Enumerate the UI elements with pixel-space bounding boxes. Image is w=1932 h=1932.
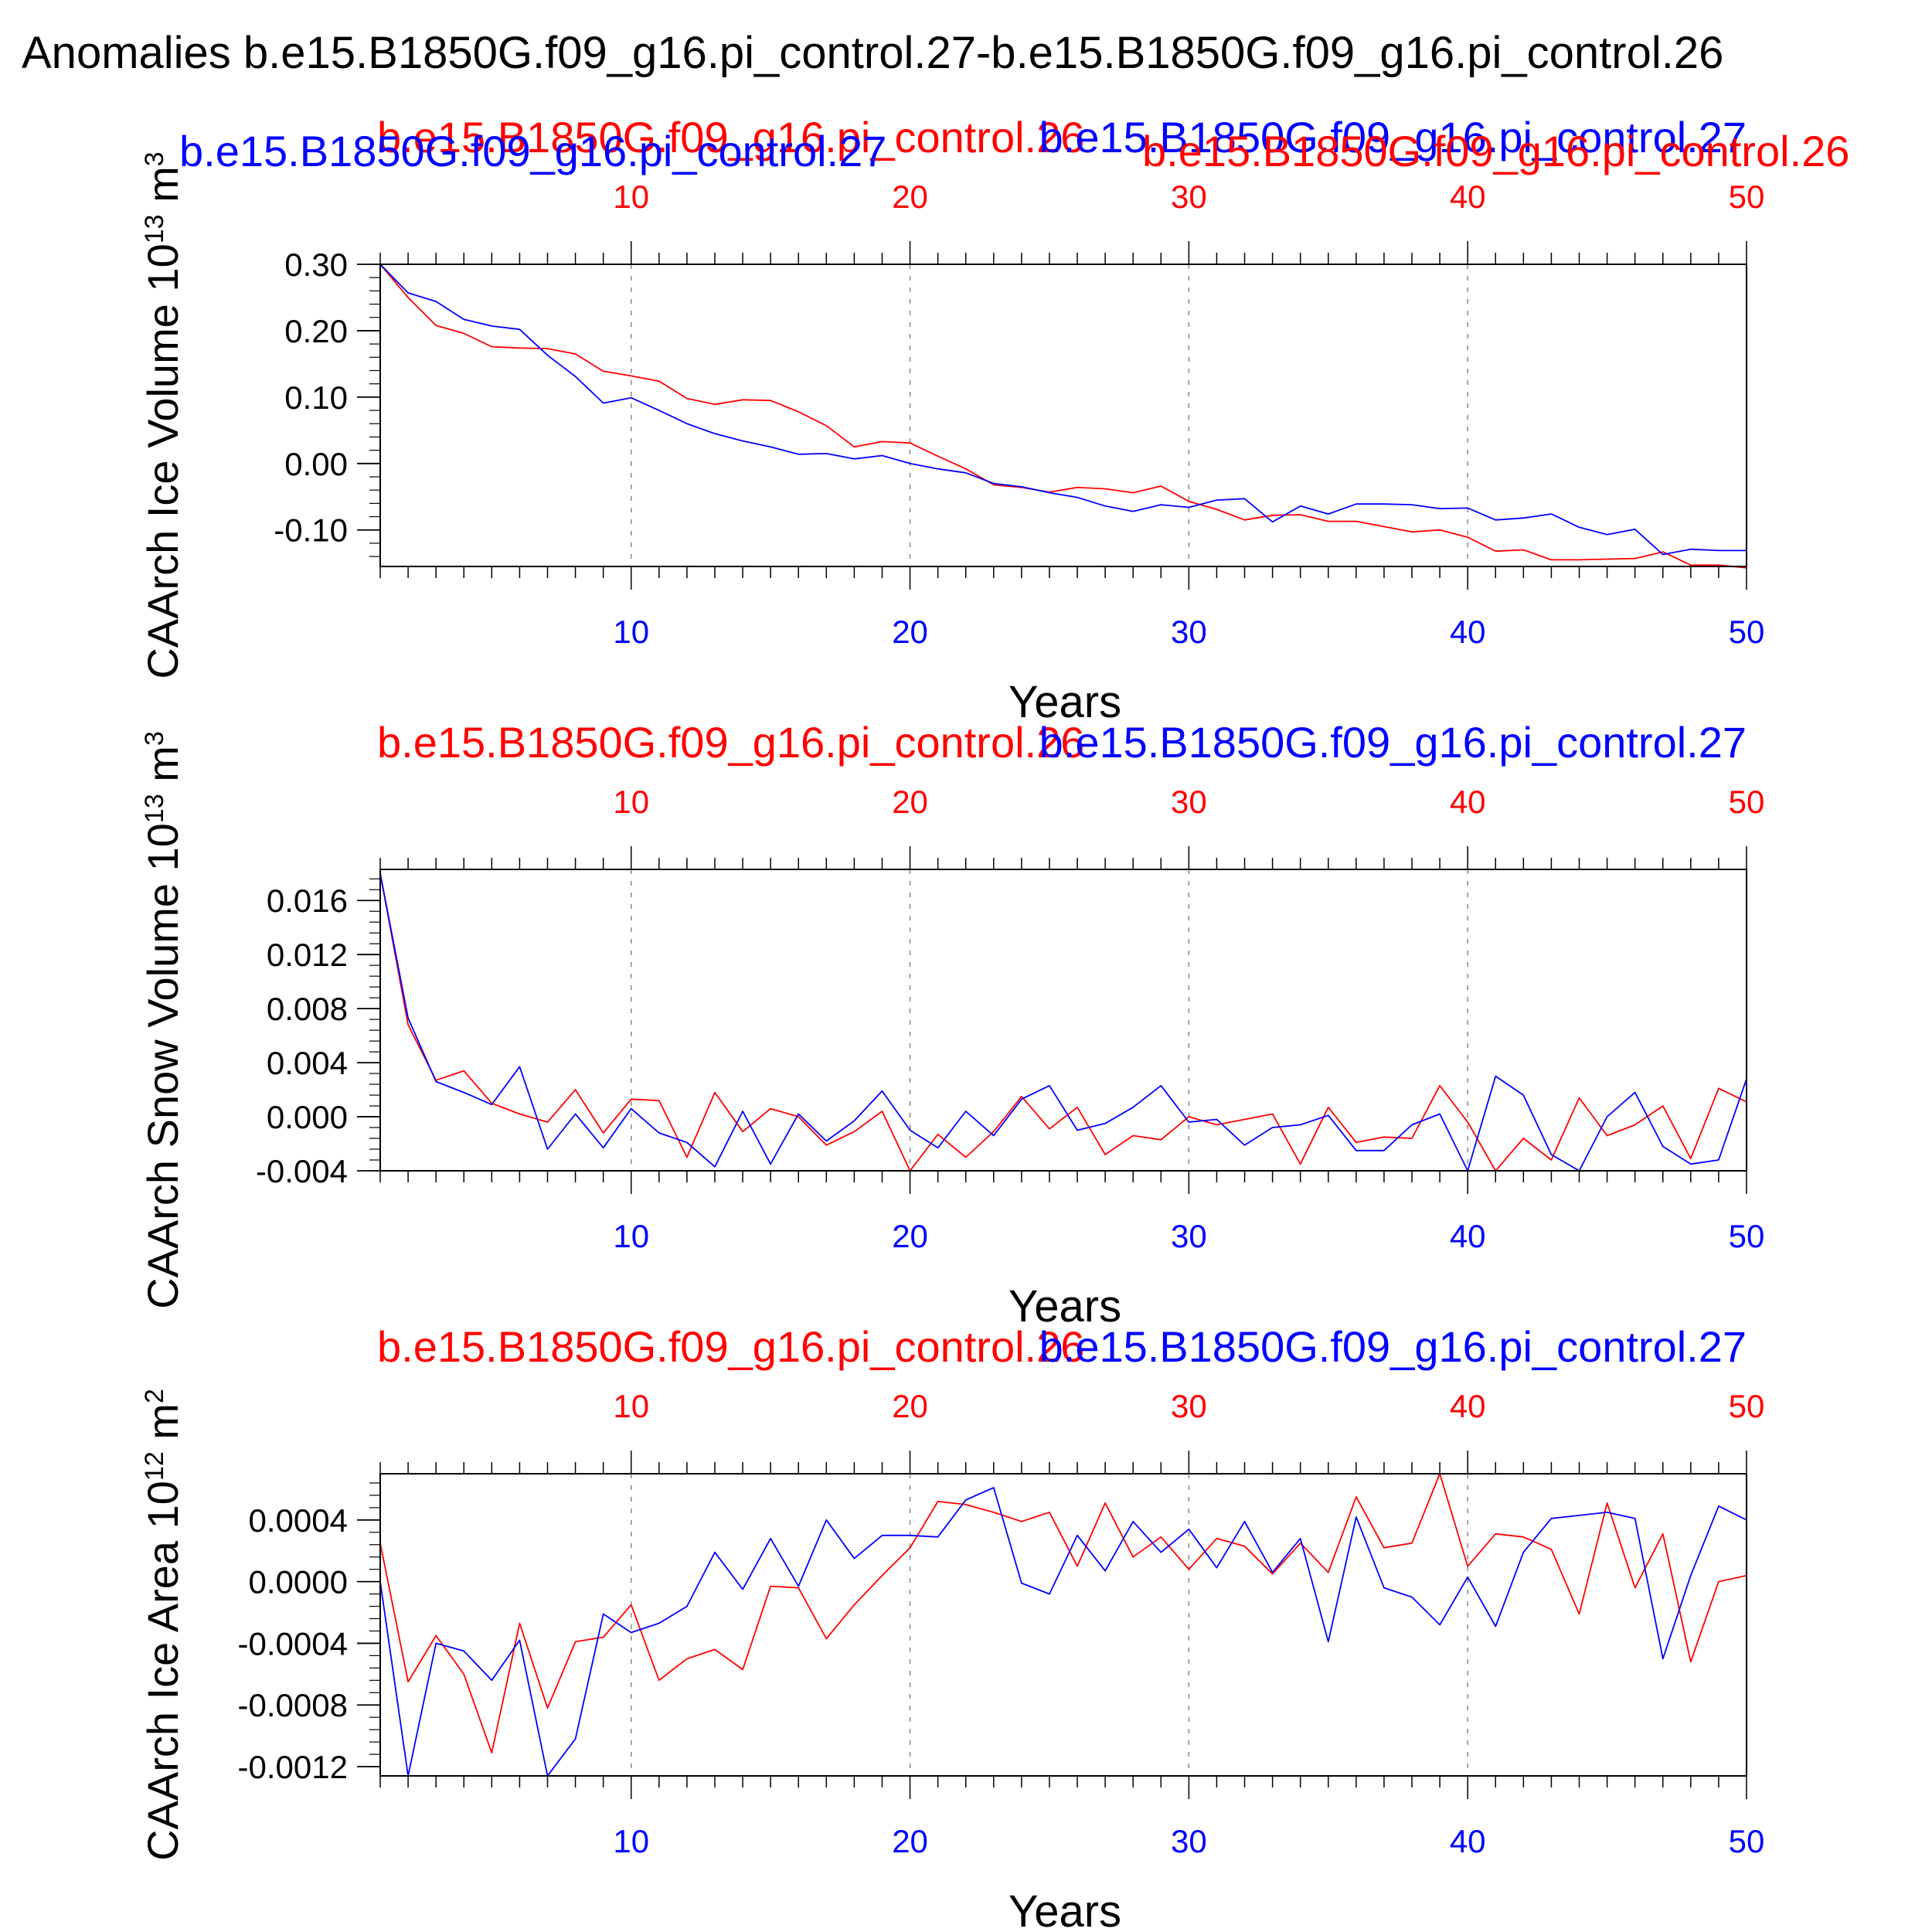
top-label-run26-secondary: b.e15.B1850G.f09_g16.pi_control.26 <box>1142 127 1849 175</box>
y-tick-label: 0.00 <box>284 446 348 482</box>
x-axis-label: Years <box>1009 1886 1121 1932</box>
x-tick-label-top: 20 <box>892 179 928 215</box>
x-tick-label-top: 10 <box>613 1388 649 1424</box>
x-tick-label-top: 40 <box>1450 1388 1486 1424</box>
y-tick-label: -0.0004 <box>238 1625 348 1662</box>
top-label-run26: b.e15.B1850G.f09_g16.pi_control.26 <box>377 113 1084 162</box>
y-tick-label: 0.0000 <box>249 1564 348 1600</box>
y-tick-label: 0.20 <box>284 313 348 349</box>
series-line-run27 <box>379 264 1747 556</box>
x-tick-label-bottom: 10 <box>613 614 649 650</box>
x-tick-label-top: 30 <box>1171 784 1207 820</box>
x-tick-label-bottom: 40 <box>1450 614 1486 650</box>
series-line-run27 <box>379 873 1747 1172</box>
plot-frame <box>379 264 1747 567</box>
x-tick-label-top: 20 <box>892 784 928 820</box>
x-tick-label-bottom: 30 <box>1171 1218 1207 1254</box>
x-tick-label-top: 50 <box>1729 1388 1765 1424</box>
x-tick-label-bottom: 10 <box>613 1823 649 1859</box>
series-line-run27 <box>379 1487 1747 1777</box>
y-tick-label: -0.0008 <box>238 1687 348 1723</box>
y-tick-label: 0.012 <box>267 937 348 973</box>
y-tick-label: 0.30 <box>284 247 348 283</box>
x-tick-label-bottom: 30 <box>1171 1823 1207 1859</box>
chart-panel-2: -0.004 0.000 0.004 0.008 0.012 0.016 10 10 20 20 3… <box>138 718 1764 1332</box>
top-label-run26: b.e15.B1850G.f09_g16.pi_control.26 <box>377 1322 1084 1371</box>
top-label-run27: b.e15.B1850G.f09_g16.pi_control.27 <box>1039 718 1747 767</box>
x-tick-label-bottom: 40 <box>1450 1218 1486 1254</box>
x-tick-label-bottom: 20 <box>892 614 928 650</box>
y-axis-label: CAArch Ice Volume 1013 m3 <box>138 151 187 679</box>
x-tick-label-top: 30 <box>1171 1388 1207 1424</box>
chart-panel-3: -0.0012 -0.0008 -0.0004 0.0000 0.0004 10 10 20 2… <box>138 1322 1764 1932</box>
series-line-run26 <box>379 873 1747 1172</box>
plot-frame <box>379 1473 1747 1777</box>
top-label-run27: b.e15.B1850G.f09_g16.pi_control.27 <box>1039 113 1747 162</box>
x-tick-label-top: 10 <box>613 784 649 820</box>
x-tick-label-bottom: 20 <box>892 1823 928 1859</box>
x-tick-label-top: 20 <box>892 1388 928 1424</box>
y-tick-label: -0.10 <box>274 512 348 549</box>
figure-title: Anomalies b.e15.B1850G.f09_g16.pi_contro… <box>22 28 1723 78</box>
x-tick-label-top: 10 <box>613 179 649 215</box>
plot-frame <box>379 869 1747 1172</box>
y-tick-label: 0.000 <box>267 1099 348 1135</box>
x-tick-label-top: 30 <box>1171 179 1207 215</box>
y-tick-label: 0.016 <box>267 883 348 919</box>
y-tick-label: 0.008 <box>267 991 348 1027</box>
chart-panel-1: -0.10 0.00 0.10 0.20 0.30 10 10 20 20 30 30 40 40 50 5… <box>138 113 1849 727</box>
x-tick-label-top: 40 <box>1450 179 1486 215</box>
y-axis-label: CAArch Snow Volume 1013 m3 <box>138 731 187 1309</box>
top-label-run27: b.e15.B1850G.f09_g16.pi_control.27 <box>1039 1322 1747 1371</box>
top-label-run26: b.e15.B1850G.f09_g16.pi_control.26 <box>377 718 1084 767</box>
x-tick-label-bottom: 50 <box>1729 1823 1765 1859</box>
x-tick-label-bottom: 50 <box>1729 614 1765 650</box>
x-axis-label: Years <box>1009 1281 1121 1332</box>
top-label-run27-secondary: b.e15.B1850G.f09_g16.pi_control.27 <box>179 127 886 175</box>
y-tick-label: -0.0012 <box>238 1749 348 1785</box>
x-tick-label-top: 50 <box>1729 784 1765 820</box>
x-tick-label-bottom: 30 <box>1171 614 1207 650</box>
y-tick-label: -0.004 <box>256 1153 348 1189</box>
series-line-run26 <box>379 1473 1747 1754</box>
panels: -0.10 0.00 0.10 0.20 0.30 10 10 20 20 30 30 40 40 50 5… <box>138 113 1849 1932</box>
x-axis-label: Years <box>1009 677 1121 727</box>
x-tick-label-top: 40 <box>1450 784 1486 820</box>
x-tick-label-bottom: 10 <box>613 1218 649 1254</box>
y-tick-label: 0.10 <box>284 379 348 416</box>
y-axis-label: CAArch Ice Area 1012 m2 <box>138 1389 187 1861</box>
x-tick-label-bottom: 20 <box>892 1218 928 1254</box>
y-tick-label: 0.0004 <box>249 1502 348 1539</box>
series-line-run26 <box>379 264 1747 569</box>
x-tick-label-bottom: 40 <box>1450 1823 1486 1859</box>
y-tick-label: 0.004 <box>267 1045 348 1081</box>
x-tick-label-top: 50 <box>1729 179 1765 215</box>
x-tick-label-bottom: 50 <box>1729 1218 1765 1254</box>
